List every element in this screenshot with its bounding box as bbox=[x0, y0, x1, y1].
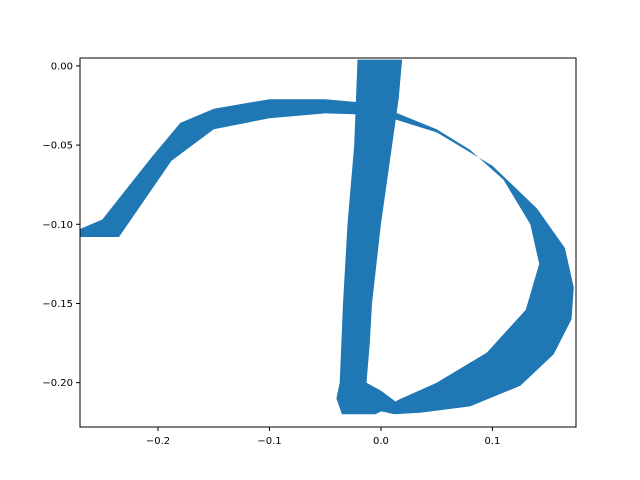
y-tick-label: −0.05 bbox=[42, 141, 73, 152]
x-tick-label: −0.1 bbox=[257, 436, 281, 447]
y-tick-label: −0.10 bbox=[42, 220, 73, 231]
plot-area bbox=[80, 59, 574, 415]
y-tick-label: −0.20 bbox=[42, 378, 73, 389]
x-tick-label: 0.0 bbox=[373, 436, 389, 447]
x-axis: −0.2 −0.1 0.0 0.1 bbox=[146, 427, 500, 447]
axes-frame bbox=[79, 57, 577, 428]
x-tick-label: 0.1 bbox=[484, 436, 500, 447]
x-tick-label: −0.2 bbox=[146, 436, 170, 447]
filled-region-vertical-stroke bbox=[336, 59, 403, 415]
y-axis: 0.00 −0.05 −0.10 −0.15 −0.20 bbox=[42, 61, 80, 389]
y-tick-label: 0.00 bbox=[51, 61, 73, 72]
y-tick-label: −0.15 bbox=[42, 299, 73, 310]
